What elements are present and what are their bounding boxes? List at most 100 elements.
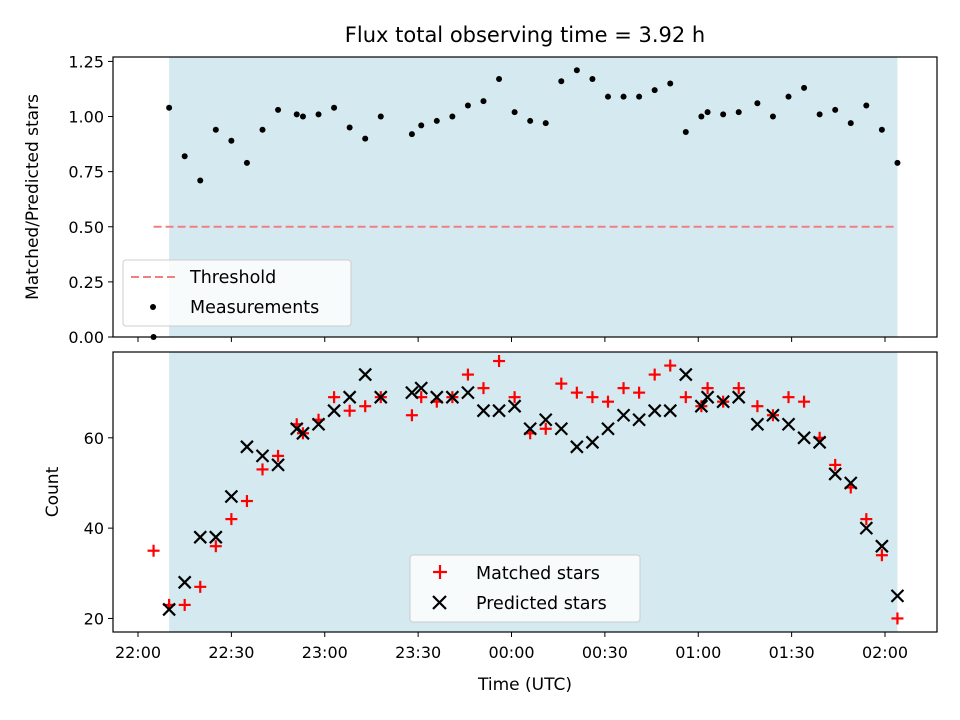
measurement-point	[496, 76, 503, 83]
measurement-point	[181, 153, 188, 160]
matched-star-point	[328, 391, 341, 404]
predicted-star-point	[445, 390, 460, 404]
measurement-point	[197, 177, 204, 184]
matched-star-point	[359, 400, 372, 413]
matched-star-point	[617, 382, 630, 395]
matched-star-point	[461, 368, 474, 381]
predicted-star-point	[647, 403, 662, 418]
measurement-point	[816, 111, 823, 118]
bottom-y-axis-label: Count	[43, 466, 63, 517]
matched-star-point	[225, 513, 238, 526]
measurement-point	[651, 87, 658, 94]
predicted-star-point	[209, 530, 223, 544]
matched-star-point	[405, 409, 418, 422]
top-y-ticks: 0.00 0.25 0.50 0.75 1.00 1.25	[68, 52, 886, 347]
predicted-star-point	[296, 426, 310, 441]
measurement-point	[589, 76, 596, 83]
predicted-star-point	[750, 417, 765, 432]
matched-star-point	[586, 391, 599, 404]
measurement-point	[573, 67, 580, 74]
x-tick-label: 00:30	[582, 643, 628, 662]
measurement-point	[243, 159, 250, 166]
measurement-point	[315, 111, 322, 118]
matched-star-point	[343, 404, 356, 417]
measurement-point	[331, 104, 338, 111]
bottom-y-tick-label: 60	[84, 429, 104, 448]
measurement-point	[408, 131, 415, 138]
predicted-star-point	[162, 602, 176, 617]
top-y-tick-label: 0.00	[68, 328, 104, 347]
x-axis-label: Time (UTC)	[477, 675, 572, 695]
predicted-star-point	[570, 440, 584, 454]
measurement-point	[667, 80, 674, 87]
x-tick-label: 22:00	[115, 643, 161, 662]
predicted-star-point	[601, 421, 615, 436]
bottom-legend-box	[409, 554, 641, 623]
matched-star-point	[798, 395, 811, 408]
measurement-point	[863, 102, 870, 109]
matched-star-point	[751, 400, 764, 413]
top-legend: Threshold Measurements	[122, 259, 352, 327]
predicted-star-point	[327, 403, 341, 418]
measurement-point	[704, 109, 711, 116]
x-tick-label: 00:00	[488, 643, 534, 662]
measurement-point	[636, 93, 643, 100]
matched-star-point	[829, 458, 842, 471]
predicted-star-point	[430, 390, 444, 404]
top-y-tick-label: 0.50	[68, 218, 104, 237]
predicted-star-point	[193, 530, 208, 544]
chart-title: Flux total observing time = 3.92 h	[345, 23, 705, 47]
top-panel: 0.00 0.25 0.50 0.75 1.00 1.25 Matched/Predict…	[23, 52, 938, 347]
predicted-star-point	[271, 458, 285, 472]
x-ticks: 22:00 22:30 23:00 23:30 00:00 00:30 01:00 01:30…	[115, 632, 908, 662]
legend-matched-swatch	[433, 565, 447, 579]
measurement-point	[801, 84, 808, 91]
measurement-point	[785, 93, 792, 100]
measurement-point	[754, 100, 761, 107]
predicted-star-point	[731, 390, 746, 404]
matched-star-point	[732, 382, 745, 395]
measurement-point	[377, 113, 384, 120]
measurement-point	[433, 117, 440, 124]
predicted-star-point	[585, 435, 600, 450]
measurement-point	[604, 93, 611, 100]
predicted-star-point	[766, 408, 780, 423]
predicted-star-point	[476, 403, 491, 418]
measurement-point	[511, 109, 518, 116]
measurement-point	[527, 117, 534, 124]
measurement-point	[259, 126, 266, 133]
legend-measurements-swatch	[150, 304, 156, 310]
measurement-point	[418, 122, 425, 129]
predicted-star-point	[812, 435, 827, 450]
predicted-star-point	[461, 385, 475, 400]
top-y-tick-label: 1.25	[68, 52, 104, 71]
matched-star-point	[178, 598, 191, 611]
matched-star-point	[891, 612, 904, 625]
top-y-tick-label: 0.25	[68, 273, 104, 292]
predicted-star-point	[358, 367, 372, 382]
measurement-point	[480, 98, 487, 105]
top-axes-frame	[112, 56, 938, 338]
legend-measurements-label: Measurements	[190, 298, 319, 318]
predicted-star-point	[255, 449, 270, 463]
measurement-point	[735, 109, 742, 116]
predicted-star-point	[289, 421, 304, 436]
matched-star-point	[875, 549, 888, 562]
measurement-point	[620, 93, 627, 100]
predicted-star-point	[373, 390, 388, 404]
measurement-point	[228, 137, 235, 144]
top-y-tick-label: 0.75	[68, 163, 104, 182]
matched-star-point	[633, 386, 646, 399]
matched-star-point	[782, 391, 795, 404]
predicted-star-point	[843, 476, 858, 490]
measurement-point	[346, 124, 353, 131]
matched-star-point	[508, 391, 521, 404]
matched-star-point	[194, 580, 207, 593]
matched-star-point	[601, 395, 614, 408]
legend-predicted-label: Predicted stars	[476, 594, 607, 614]
matched-star-point	[648, 368, 661, 381]
legend-matched-label: Matched stars	[476, 564, 600, 584]
matched-star-point	[555, 377, 568, 390]
measurement-point	[464, 102, 471, 109]
